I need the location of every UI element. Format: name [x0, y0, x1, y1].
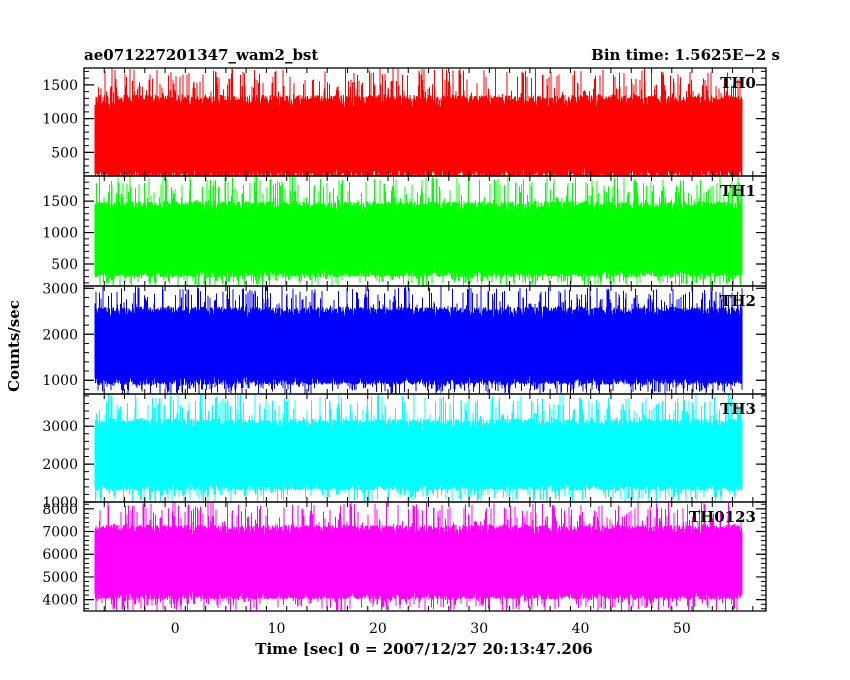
series-label-th3: TH3: [720, 400, 756, 418]
y-tick-label-th2: 2000: [42, 327, 78, 343]
y-tick-label-th1: 1000: [42, 226, 78, 242]
x-tick-label: 50: [673, 621, 691, 637]
trace-th3: [94, 394, 743, 502]
trace-th1: [94, 176, 743, 286]
y-tick-label-th0: 1500: [42, 78, 78, 94]
chart-traces: [94, 68, 743, 611]
y-tick-label-th0123: 5000: [42, 570, 78, 586]
x-tick-label: 10: [268, 621, 286, 637]
axis-ticks: TH050010001500TH150010001500TH2100020003…: [42, 68, 766, 637]
y-tick-label-th0: 500: [51, 145, 78, 161]
panel-frame-th0123: [83, 501, 767, 612]
y-axis-label: Counts/sec: [5, 300, 23, 392]
series-label-th0: TH0: [720, 74, 756, 92]
y-tick-label-th1: 1500: [42, 194, 78, 210]
y-tick-label-th0123: 7000: [42, 525, 78, 541]
trace-th2: [94, 286, 743, 394]
series-label-th2: TH2: [720, 292, 756, 310]
y-tick-label-th1: 500: [51, 257, 78, 273]
plot-title: ae071227201347_wam2_bst: [84, 46, 318, 64]
y-tick-label-th0123: 8000: [42, 502, 78, 518]
y-tick-label-th3: 3000: [42, 419, 78, 435]
trace-th0: [94, 68, 743, 176]
trace-th0123: [94, 502, 743, 611]
x-tick-label: 40: [572, 621, 590, 637]
y-tick-label-th0: 1000: [42, 112, 78, 128]
panel-frames: [83, 67, 767, 612]
series-label-th0123: TH0123: [689, 508, 756, 526]
y-tick-label-th2: 3000: [42, 281, 78, 297]
y-tick-label-th0123: 4000: [42, 593, 78, 609]
y-tick-label-th3: 2000: [42, 457, 78, 473]
series-label-th1: TH1: [720, 182, 756, 200]
x-axis-label: Time [sec] 0 = 2007/12/27 20:13:47.206: [255, 640, 592, 658]
x-tick-label: 30: [470, 621, 488, 637]
y-tick-label-th3: 1000: [42, 495, 78, 511]
x-tick-label: 0: [171, 621, 180, 637]
bin-time-label: Bin time: 1.5625E−2 s: [591, 46, 780, 64]
y-tick-label-th2: 1000: [42, 373, 78, 389]
x-tick-label: 20: [369, 621, 387, 637]
y-tick-label-th0123: 6000: [42, 547, 78, 563]
